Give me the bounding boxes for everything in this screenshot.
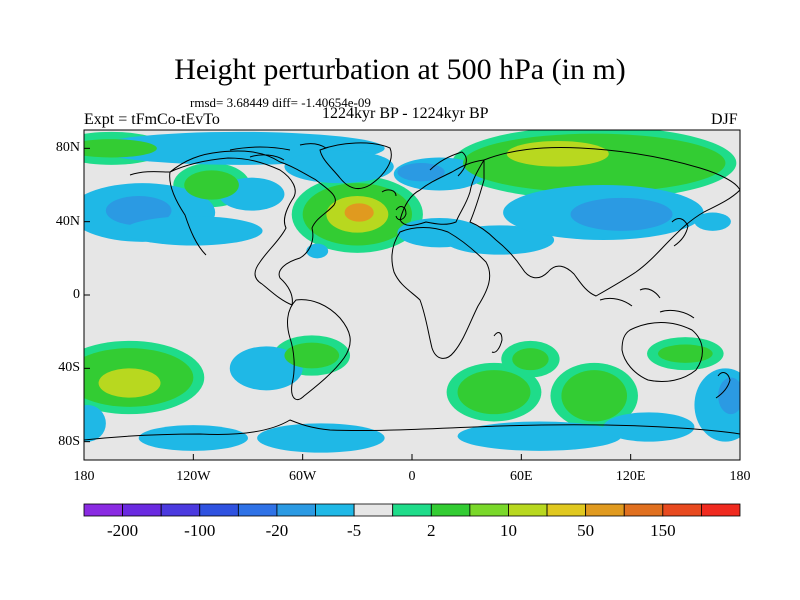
period-label: 1224kyr BP - 1224kyr BP xyxy=(322,105,489,122)
field-s-indian-high xyxy=(561,370,628,422)
colorbar-label: 150 xyxy=(650,521,676,540)
field-s-atlantic-low xyxy=(257,423,385,453)
axis-ticks xyxy=(83,147,741,460)
field-antarctic-low xyxy=(138,425,248,451)
colorbar-box xyxy=(122,503,162,517)
field-alaska-high xyxy=(184,170,239,200)
stats-line: rmsd= 3.68449 diff= -1.40654e-09 xyxy=(190,95,371,110)
field-s-africa-high xyxy=(658,344,713,363)
coast-new-zealand xyxy=(715,372,731,399)
y-tick-label: 80N xyxy=(55,140,80,156)
coast-europe xyxy=(399,159,485,226)
colorbar-box xyxy=(546,503,587,517)
coast-se-asia-islands xyxy=(599,288,695,319)
contour-fields xyxy=(84,130,740,453)
experiment-label: Expt = tFmCo-tEvTo xyxy=(84,111,220,128)
field-atlantic-high-core xyxy=(344,203,374,222)
field-argentina-high xyxy=(284,342,340,369)
colorbar-label: -20 xyxy=(265,521,289,540)
field-se-asia-low xyxy=(694,212,731,231)
colorbar-box xyxy=(160,503,201,517)
x-tick-label: 180 xyxy=(729,469,751,484)
field-s-pacific-low-west xyxy=(84,405,106,442)
colorbar-label: 50 xyxy=(577,521,595,540)
y-tick-label: 40S xyxy=(58,360,80,376)
field-greenland-low xyxy=(284,150,394,184)
colorbar-box xyxy=(199,503,239,517)
colorbar-box xyxy=(469,503,509,517)
x-tick-label: 120W xyxy=(176,469,211,484)
coast-madagascar xyxy=(491,332,503,353)
field-s-america-low xyxy=(229,346,303,391)
coast-africa xyxy=(391,227,491,359)
colorbar-box xyxy=(276,503,316,517)
season-label: DJF xyxy=(711,111,738,128)
field-s-atlantic-high xyxy=(457,370,531,415)
field-gulf-low xyxy=(306,243,329,259)
field-n-pacific-low-core xyxy=(105,196,172,226)
coast-asia xyxy=(469,147,740,297)
colorbar xyxy=(83,503,741,517)
colorbar-box xyxy=(623,503,664,517)
y-tick-label: 80S xyxy=(58,433,80,449)
colorbar-box xyxy=(83,503,123,517)
coast-iceland xyxy=(381,189,397,197)
x-tick-label: 60W xyxy=(289,469,317,484)
field-siberia-high-core xyxy=(506,141,609,167)
map-title: Height perturbation at 500 hPa (in m) xyxy=(174,53,626,86)
x-tick-label: 60E xyxy=(510,469,533,484)
coast-japan xyxy=(671,218,689,247)
coast-south-america xyxy=(287,299,351,400)
colorbar-label: -5 xyxy=(347,521,362,540)
x-tick-label: 180 xyxy=(73,469,95,484)
colorbar-label: -100 xyxy=(184,521,216,540)
colorbar-label: -200 xyxy=(106,521,139,540)
field-aus-low-core xyxy=(718,377,740,415)
colorbar-box xyxy=(585,503,625,517)
colorbar-box xyxy=(353,503,394,517)
coast-north-america xyxy=(169,150,336,306)
y-tick-label: 40N xyxy=(55,213,80,229)
colorbar-box xyxy=(315,503,355,517)
x-tick-label: 120E xyxy=(615,469,646,484)
colorbar-box xyxy=(508,503,548,517)
field-mideast-low xyxy=(444,225,555,255)
colorbar-box xyxy=(430,503,471,517)
field-madagascar-high xyxy=(512,348,549,371)
field-n-america-south-low xyxy=(124,216,263,246)
colorbar-label: 2 xyxy=(427,521,436,540)
field-s-pacific-high-core xyxy=(98,368,161,398)
coast-north-america-west xyxy=(129,171,207,256)
colorbar-box xyxy=(662,503,702,517)
field-s-indian-low xyxy=(457,421,622,451)
colorbar-box xyxy=(701,503,741,517)
coast-australia xyxy=(621,322,703,383)
coast-arctic-islands xyxy=(229,143,327,161)
coast-british-isles xyxy=(395,206,407,221)
field-s-indian-low-2 xyxy=(603,412,695,442)
field-asia-low-core xyxy=(570,197,673,231)
colorbar-label: 10 xyxy=(499,521,517,540)
y-tick-label: 0 xyxy=(73,287,80,302)
coast-antarctica xyxy=(84,419,740,441)
coastlines xyxy=(84,142,740,441)
field-siberia-high xyxy=(463,133,726,193)
colorbar-box xyxy=(237,503,278,517)
x-tick-label: 0 xyxy=(408,469,416,484)
field-arctic-ocean-high xyxy=(84,139,157,158)
coast-scandinavia xyxy=(429,151,467,177)
coast-greenland xyxy=(319,142,392,189)
colorbar-box xyxy=(392,503,432,517)
